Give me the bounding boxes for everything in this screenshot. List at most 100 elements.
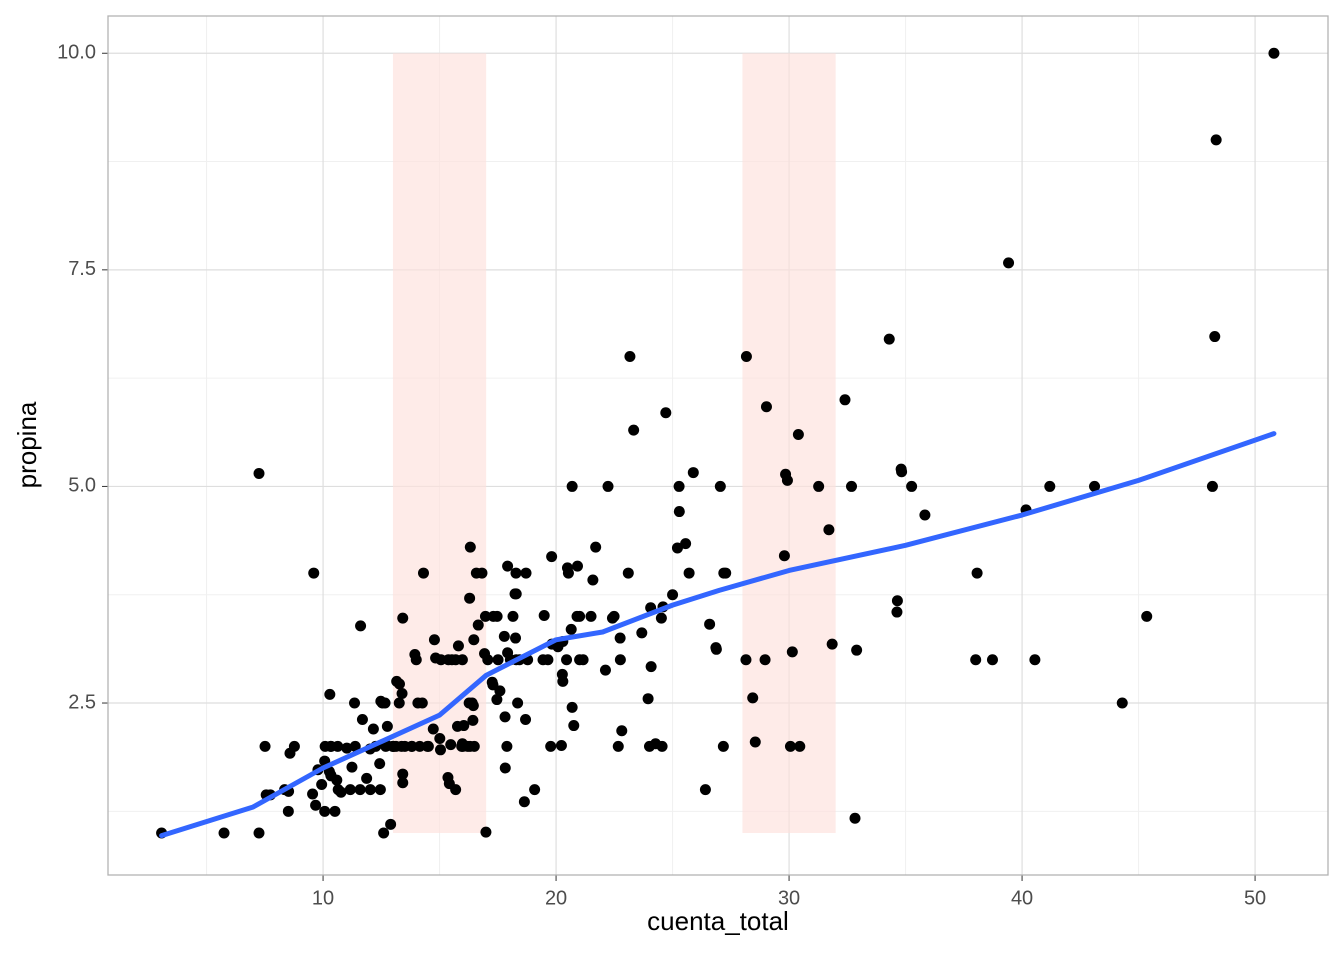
y-axis-title: propina <box>12 401 42 488</box>
point <box>329 805 341 817</box>
point <box>602 480 614 492</box>
point <box>643 740 655 752</box>
point <box>356 713 368 725</box>
x-tick-label: 20 <box>545 887 567 909</box>
point <box>660 407 672 419</box>
point <box>502 560 514 572</box>
point <box>556 668 568 680</box>
point <box>417 567 429 579</box>
point <box>446 654 458 666</box>
point <box>986 654 998 666</box>
point <box>740 654 752 666</box>
point <box>906 480 918 492</box>
point <box>786 646 798 658</box>
point <box>683 567 695 579</box>
point <box>396 687 408 699</box>
point <box>397 612 409 624</box>
point <box>891 606 903 618</box>
point <box>486 676 498 688</box>
point <box>671 542 683 554</box>
point <box>412 697 424 709</box>
point <box>667 589 679 601</box>
point <box>545 740 557 752</box>
point <box>442 772 454 784</box>
point <box>284 747 296 759</box>
point <box>585 610 597 622</box>
point <box>510 632 522 644</box>
point <box>491 610 503 622</box>
point <box>520 713 532 725</box>
point <box>1209 331 1221 343</box>
point <box>282 805 294 817</box>
point <box>507 610 519 622</box>
point <box>346 761 358 773</box>
point <box>529 784 541 796</box>
point <box>1268 47 1280 59</box>
point <box>792 428 804 440</box>
point <box>747 692 759 704</box>
point <box>687 467 699 479</box>
point <box>307 788 319 800</box>
point <box>642 693 654 705</box>
point <box>1141 610 1153 622</box>
point <box>379 697 391 709</box>
point <box>452 640 464 652</box>
point <box>717 740 729 752</box>
point <box>450 784 462 796</box>
point <box>839 394 851 406</box>
point <box>378 827 390 839</box>
point <box>919 509 931 521</box>
point <box>374 784 386 796</box>
smooth-line <box>159 431 1277 839</box>
point <box>482 654 494 666</box>
point <box>571 610 583 622</box>
point <box>622 567 634 579</box>
point <box>740 350 752 362</box>
point <box>565 623 577 635</box>
point <box>883 333 895 345</box>
point <box>759 654 771 666</box>
point <box>434 733 446 745</box>
point <box>499 762 511 774</box>
point <box>464 592 476 604</box>
point <box>491 694 503 706</box>
point <box>331 774 343 786</box>
point <box>421 740 433 752</box>
point <box>349 740 361 752</box>
point <box>720 567 732 579</box>
point <box>794 740 806 752</box>
point <box>361 772 373 784</box>
point <box>501 740 513 752</box>
point <box>355 620 367 632</box>
point <box>566 480 578 492</box>
point <box>566 701 578 713</box>
point <box>509 588 521 600</box>
point <box>253 827 265 839</box>
x-tick-label: 40 <box>1011 887 1033 909</box>
panel-border <box>107 15 1329 876</box>
point <box>552 641 564 653</box>
point <box>344 784 356 796</box>
point <box>462 740 474 752</box>
point <box>673 480 685 492</box>
point <box>704 618 716 630</box>
point <box>1116 697 1128 709</box>
point <box>480 826 492 838</box>
point <box>896 466 908 478</box>
point <box>393 678 405 690</box>
point <box>784 740 796 752</box>
x-tick-label: 10 <box>312 887 334 909</box>
point <box>778 550 790 562</box>
point <box>316 778 328 790</box>
point <box>498 630 510 642</box>
point <box>492 654 504 666</box>
point <box>463 697 475 709</box>
point <box>1206 480 1218 492</box>
point <box>846 480 858 492</box>
point <box>381 720 393 732</box>
point <box>468 634 480 646</box>
point <box>335 786 347 798</box>
point <box>849 812 861 824</box>
point <box>587 574 599 586</box>
point <box>628 424 640 436</box>
